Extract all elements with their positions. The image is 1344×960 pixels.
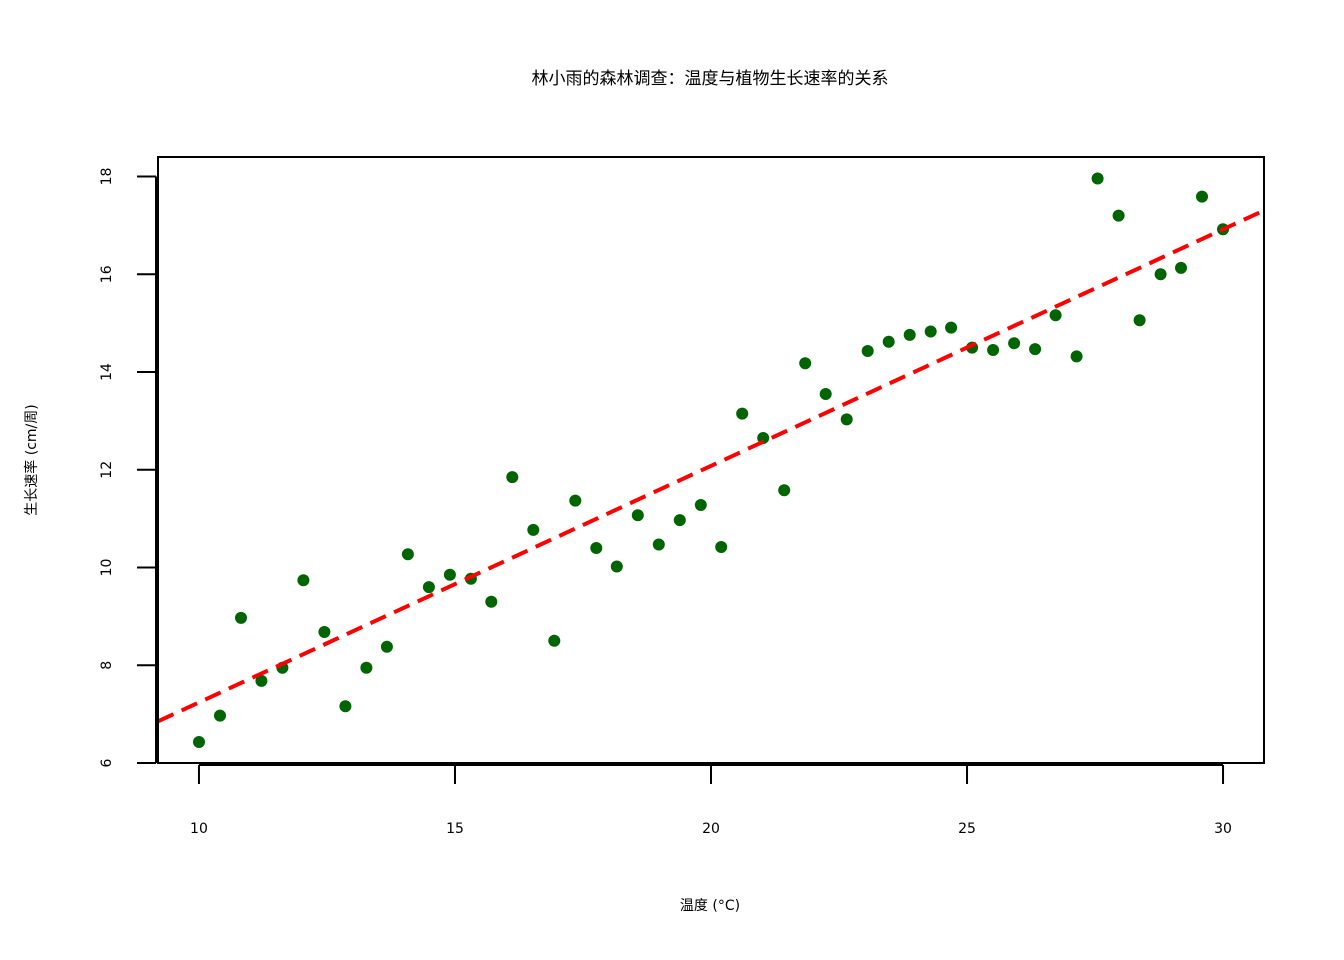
data-point [1049,309,1062,322]
data-point [1070,350,1083,363]
y-tick-label: 14 [99,363,115,381]
data-point [506,471,519,484]
data-point [987,344,1000,356]
data-point [861,345,874,357]
data-point [694,499,707,511]
data-point [610,560,623,573]
data-point [631,509,644,522]
data-point [819,388,832,400]
data-point [401,548,414,561]
data-point [548,634,561,647]
x-axis: 10 15 20 25 30 [190,764,1232,837]
data-point [590,542,603,554]
x-axis-label: 温度 (°C) [680,898,740,914]
data-point [1133,314,1146,327]
data-point [1008,337,1021,350]
y-tick-label: 18 [99,168,115,186]
data-point [380,640,393,653]
x-tick-label: 10 [190,821,208,837]
y-axis-label: 生长速率 (cm/周) [23,404,40,515]
data-point [214,709,226,722]
data-point [339,700,352,713]
data-point [255,674,268,687]
x-tick-label: 30 [1214,821,1232,837]
regression-line [158,208,1264,724]
data-point [1154,268,1167,281]
data-point [673,514,686,527]
y-tick-label: 8 [99,661,115,670]
plot-frame [157,156,1265,764]
data-point [882,335,895,348]
data-point [360,661,373,674]
data-point [422,581,435,594]
data-point [715,541,728,553]
y-tick-label: 12 [99,461,115,479]
data-point [1091,172,1104,185]
data-point [193,736,205,748]
data-point [297,574,310,587]
data-point [235,611,247,624]
data-point [924,325,937,338]
data-point [1112,209,1125,222]
data-point [1175,261,1187,274]
data-point [903,328,916,341]
data-point [840,413,853,426]
data-points [193,172,1229,748]
x-tick-label: 20 [702,821,720,837]
y-tick-label: 6 [99,758,115,767]
data-point [1196,190,1208,203]
data-point [1029,343,1042,356]
data-point [443,568,456,581]
y-tick-label: 10 [99,559,115,577]
y-axis: 6 8 10 12 14 16 18 [99,168,157,767]
data-point [569,494,582,507]
regression-line-group [158,208,1264,724]
x-tick-label: 25 [958,821,976,837]
x-tick-label: 15 [446,821,464,837]
data-point [485,595,498,608]
data-point [652,538,665,551]
data-point [527,523,540,536]
data-point [778,484,791,497]
data-point [945,321,958,334]
data-point [318,626,331,638]
data-point [736,407,749,420]
y-tick-label: 16 [99,265,115,283]
data-point [799,357,812,370]
chart-title: 林小雨的森林调查：温度与植物生长速率的关系 [532,69,889,89]
